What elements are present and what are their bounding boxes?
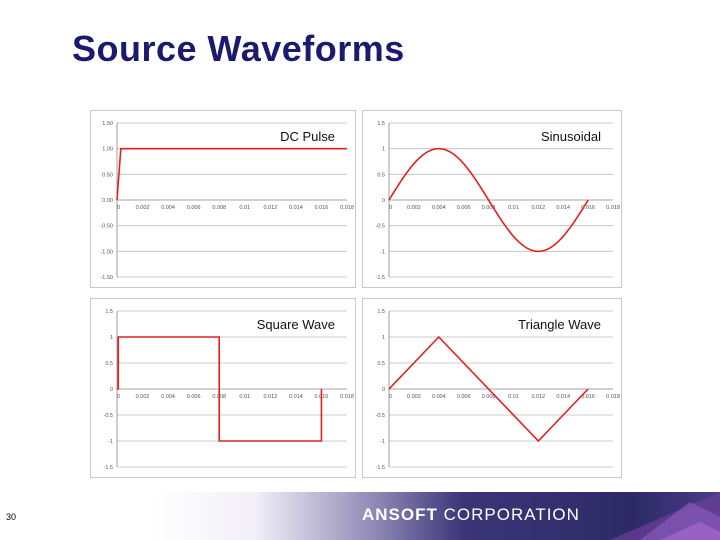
y-tick-label: -1 — [380, 439, 385, 445]
chart-panel-square-wave: 1.5 1 0.5 0 -0.5 -1 -1.5 0 0.002 0.004 0.006 0.008 0… — [90, 298, 356, 478]
footer-banner — [0, 492, 720, 540]
x-tick-label: 0.018 — [340, 394, 354, 400]
x-tick-label: 0.006 — [187, 205, 201, 211]
series-line — [388, 335, 589, 443]
y-tick-label: 1.5 — [377, 121, 385, 127]
x-tick-label: 0.018 — [340, 205, 354, 211]
y-tick-label: -1.5 — [376, 465, 385, 471]
brand-bold: ANSOFT — [362, 505, 438, 524]
x-tick-label: 0.018 — [606, 394, 620, 400]
y-tick-label: 0.5 — [377, 361, 385, 367]
chart-title: Triangle Wave — [518, 317, 601, 332]
x-tick-label: 0.016 — [581, 205, 595, 211]
x-tick-label: 0 — [389, 394, 392, 400]
chart-panel-triangle-wave: 1.5 1 0.5 0 -0.5 -1 -1.5 0 0.002 0.004 0.006 0.008 0… — [362, 298, 622, 478]
y-tick-label: -1.5 — [376, 275, 385, 281]
x-tick-label: 0 — [117, 394, 120, 400]
x-tick-label: 0.012 — [263, 205, 277, 211]
x-tick-label: 0.014 — [556, 205, 570, 211]
chart-title: Square Wave — [257, 317, 335, 332]
y-tick-label: 0 — [382, 198, 385, 204]
x-tick-label: 0.006 — [457, 394, 471, 400]
x-tick-label: 0.012 — [531, 394, 545, 400]
x-tick-label: 0.012 — [263, 394, 277, 400]
x-tick-label: 0.002 — [136, 205, 150, 211]
y-tick-label: 1 — [382, 147, 385, 153]
x-tick-label: 0.004 — [432, 205, 446, 211]
y-tick-label: 0.5 — [105, 361, 113, 367]
x-tick-label: 0.006 — [457, 205, 471, 211]
x-tick-label: 0 — [389, 205, 392, 211]
y-tick-label: -0.50 — [100, 224, 113, 230]
y-tick-label: 1.5 — [105, 309, 113, 315]
x-tick-label: 0.004 — [432, 394, 446, 400]
slide-title: Source Waveforms — [72, 28, 405, 69]
series-line — [388, 147, 589, 253]
x-tick-label: 0.002 — [407, 394, 421, 400]
x-tick-label: 0.014 — [289, 394, 303, 400]
y-tick-label: -0.5 — [376, 413, 385, 419]
y-tick-label: -1.00 — [100, 249, 113, 255]
chart-panel-dc-pulse: 1.50 1.00 0.50 0.00 -0.50 -1.00 -1.50 0 0.002 0.0… — [90, 110, 356, 288]
chart-triangle-wave: 1.5 1 0.5 0 -0.5 -1 -1.5 0 0.002 0.004 0.006 0.008 0… — [376, 309, 620, 471]
x-tick-label: 0.002 — [407, 205, 421, 211]
x-tick-label: 0.014 — [556, 394, 570, 400]
x-tick-label: 0.016 — [581, 394, 595, 400]
footer-graphic — [150, 492, 720, 540]
y-tick-label: -0.5 — [104, 413, 113, 419]
x-tick-label: 0.002 — [136, 394, 150, 400]
y-tick-label: 0.5 — [377, 172, 385, 178]
x-tick-label: 0.008 — [212, 205, 226, 211]
y-tick-label: -1.50 — [100, 275, 113, 281]
series-line — [116, 147, 347, 201]
chart-dc-pulse: 1.50 1.00 0.50 0.00 -0.50 -1.00 -1.50 0 0.002 0.0… — [100, 121, 354, 281]
x-tick-label: 0.018 — [606, 205, 620, 211]
y-tick-label: 0 — [382, 387, 385, 393]
brand-light: CORPORATION — [443, 505, 580, 524]
page-number: 30 — [6, 512, 17, 522]
y-tick-label: 1.5 — [377, 309, 385, 315]
y-tick-label: -1 — [380, 249, 385, 255]
y-tick-label: -1 — [108, 439, 113, 445]
y-tick-label: 1.50 — [102, 121, 113, 127]
y-tick-label: 1 — [382, 335, 385, 341]
y-tick-label: 0 — [110, 387, 113, 393]
x-tick-label: 0.01 — [239, 394, 250, 400]
x-tick-label: 0.004 — [161, 394, 175, 400]
y-tick-label: 0.00 — [102, 198, 113, 204]
chart-title: Sinusoidal — [541, 129, 601, 144]
y-tick-label: 0.50 — [102, 172, 113, 178]
chart-sinusoidal: 1.5 1 0.5 0 -0.5 -1 -1.5 0 0.002 0.004 0.006 0.008 0… — [376, 121, 620, 281]
x-tick-label: 0.004 — [161, 205, 175, 211]
x-tick-label: 0.016 — [315, 205, 329, 211]
y-tick-label: 1 — [110, 335, 113, 341]
x-tick-label: 0.006 — [187, 394, 201, 400]
x-tick-label: 0.01 — [508, 205, 519, 211]
x-tick-label: 0.014 — [289, 205, 303, 211]
y-tick-label: -0.5 — [376, 224, 385, 230]
y-tick-label: -1.5 — [104, 465, 113, 471]
brand-logo-text: ANSOFT CORPORATION — [362, 505, 580, 525]
x-tick-label: 0.008 — [482, 205, 496, 211]
x-tick-label: 0.01 — [508, 394, 519, 400]
chart-square-wave: 1.510.50-0.5-1-1.50 0.002 0.004 0.006 0.008 0… — [104, 309, 354, 471]
x-tick-label: 0.012 — [531, 205, 545, 211]
x-tick-label: 0 — [117, 205, 120, 211]
x-tick-label: 0.01 — [239, 205, 250, 211]
chart-title: DC Pulse — [280, 129, 335, 144]
chart-panel-sinusoidal: 1.5 1 0.5 0 -0.5 -1 -1.5 0 0.002 0.004 0.006 0.008 0… — [362, 110, 622, 288]
series-line — [117, 336, 323, 442]
x-tick-label: 0.008 — [482, 394, 496, 400]
y-tick-label: 1.00 — [102, 147, 113, 153]
